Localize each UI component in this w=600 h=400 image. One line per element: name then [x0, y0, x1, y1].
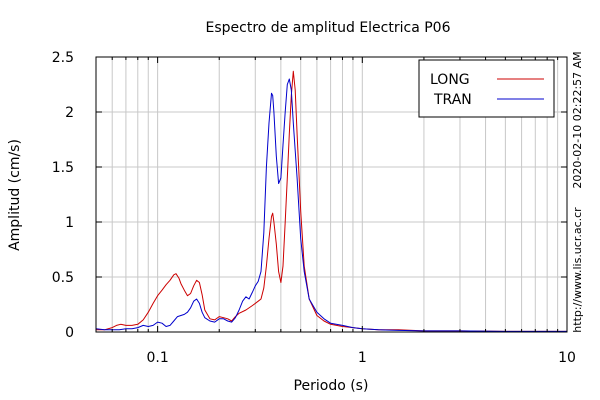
y-tick-label: 2.5 [52, 50, 74, 66]
series-line-long [96, 70, 567, 332]
plot-frame [95, 56, 568, 333]
series-line-tran [95, 78, 567, 332]
x-tick-label: 0.1 [146, 350, 168, 366]
timestamp-label: 2020-02-10 02:22:57 AM [571, 51, 584, 188]
y-tick-label: 2 [65, 105, 74, 121]
x-tick-label: 1 [358, 350, 367, 366]
legend-label-long: LONG [430, 72, 470, 88]
data-series [95, 70, 567, 332]
tick-labels: 0 0.5 1 1.5 2 2.5 0.1 1 10 [52, 50, 576, 366]
grid [96, 57, 567, 332]
legend: LONG TRAN [418, 59, 555, 118]
y-tick-label: 1 [65, 215, 74, 231]
y-tick-label: 0 [65, 325, 74, 341]
chart-title: Espectro de amplitud Electrica P06 [206, 20, 451, 36]
legend-box [418, 59, 555, 118]
source-url-label: http://www.lis.ucr.ac.cr [571, 207, 584, 333]
x-axis-label: Periodo (s) [294, 378, 369, 394]
legend-label-tran: TRAN [433, 92, 472, 108]
y-tick-label: 0.5 [52, 270, 74, 286]
x-tick-label: 10 [558, 350, 576, 366]
y-axis-label: Amplitud (cm/s) [7, 139, 23, 251]
y-tick-label: 1.5 [52, 160, 74, 176]
axis-ticks [96, 56, 567, 333]
